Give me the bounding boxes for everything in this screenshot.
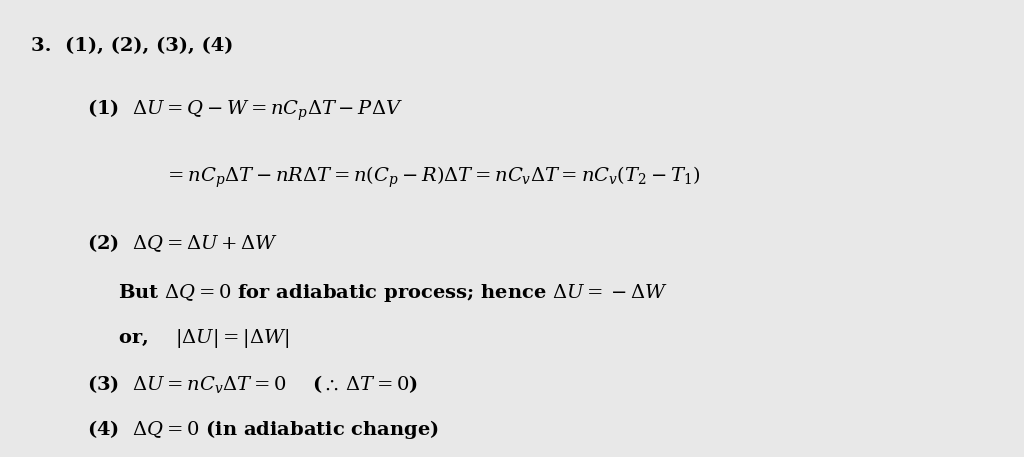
Text: or,    $|\Delta U| = |\Delta W|$: or, $|\Delta U| = |\Delta W|$ [118,327,289,350]
Text: (4)  $\Delta Q = 0$ (in adiabatic change): (4) $\Delta Q = 0$ (in adiabatic change) [87,418,439,441]
Text: But $\Delta Q = 0$ for adiabatic process; hence $\Delta U = -\Delta W$: But $\Delta Q = 0$ for adiabatic process… [118,282,668,304]
Text: 3.  (1), (2), (3), (4): 3. (1), (2), (3), (4) [31,37,233,55]
Text: (1)  $\Delta U = Q - W = nC_p\Delta T - P\Delta V$: (1) $\Delta U = Q - W = nC_p\Delta T - P… [87,98,402,123]
Text: (2)  $\Delta Q = \Delta U + \Delta W$: (2) $\Delta Q = \Delta U + \Delta W$ [87,232,279,254]
Text: (3)  $\Delta U = nC_v\Delta T = 0$    ($\therefore\: \Delta T = 0$): (3) $\Delta U = nC_v\Delta T = 0$ ($\the… [87,373,418,395]
Text: $= nC_p\Delta T - nR\Delta T = n(C_p - R)\Delta T = nC_v\Delta T = nC_v(T_2 - T_: $= nC_p\Delta T - nR\Delta T = n(C_p - R… [164,165,700,190]
